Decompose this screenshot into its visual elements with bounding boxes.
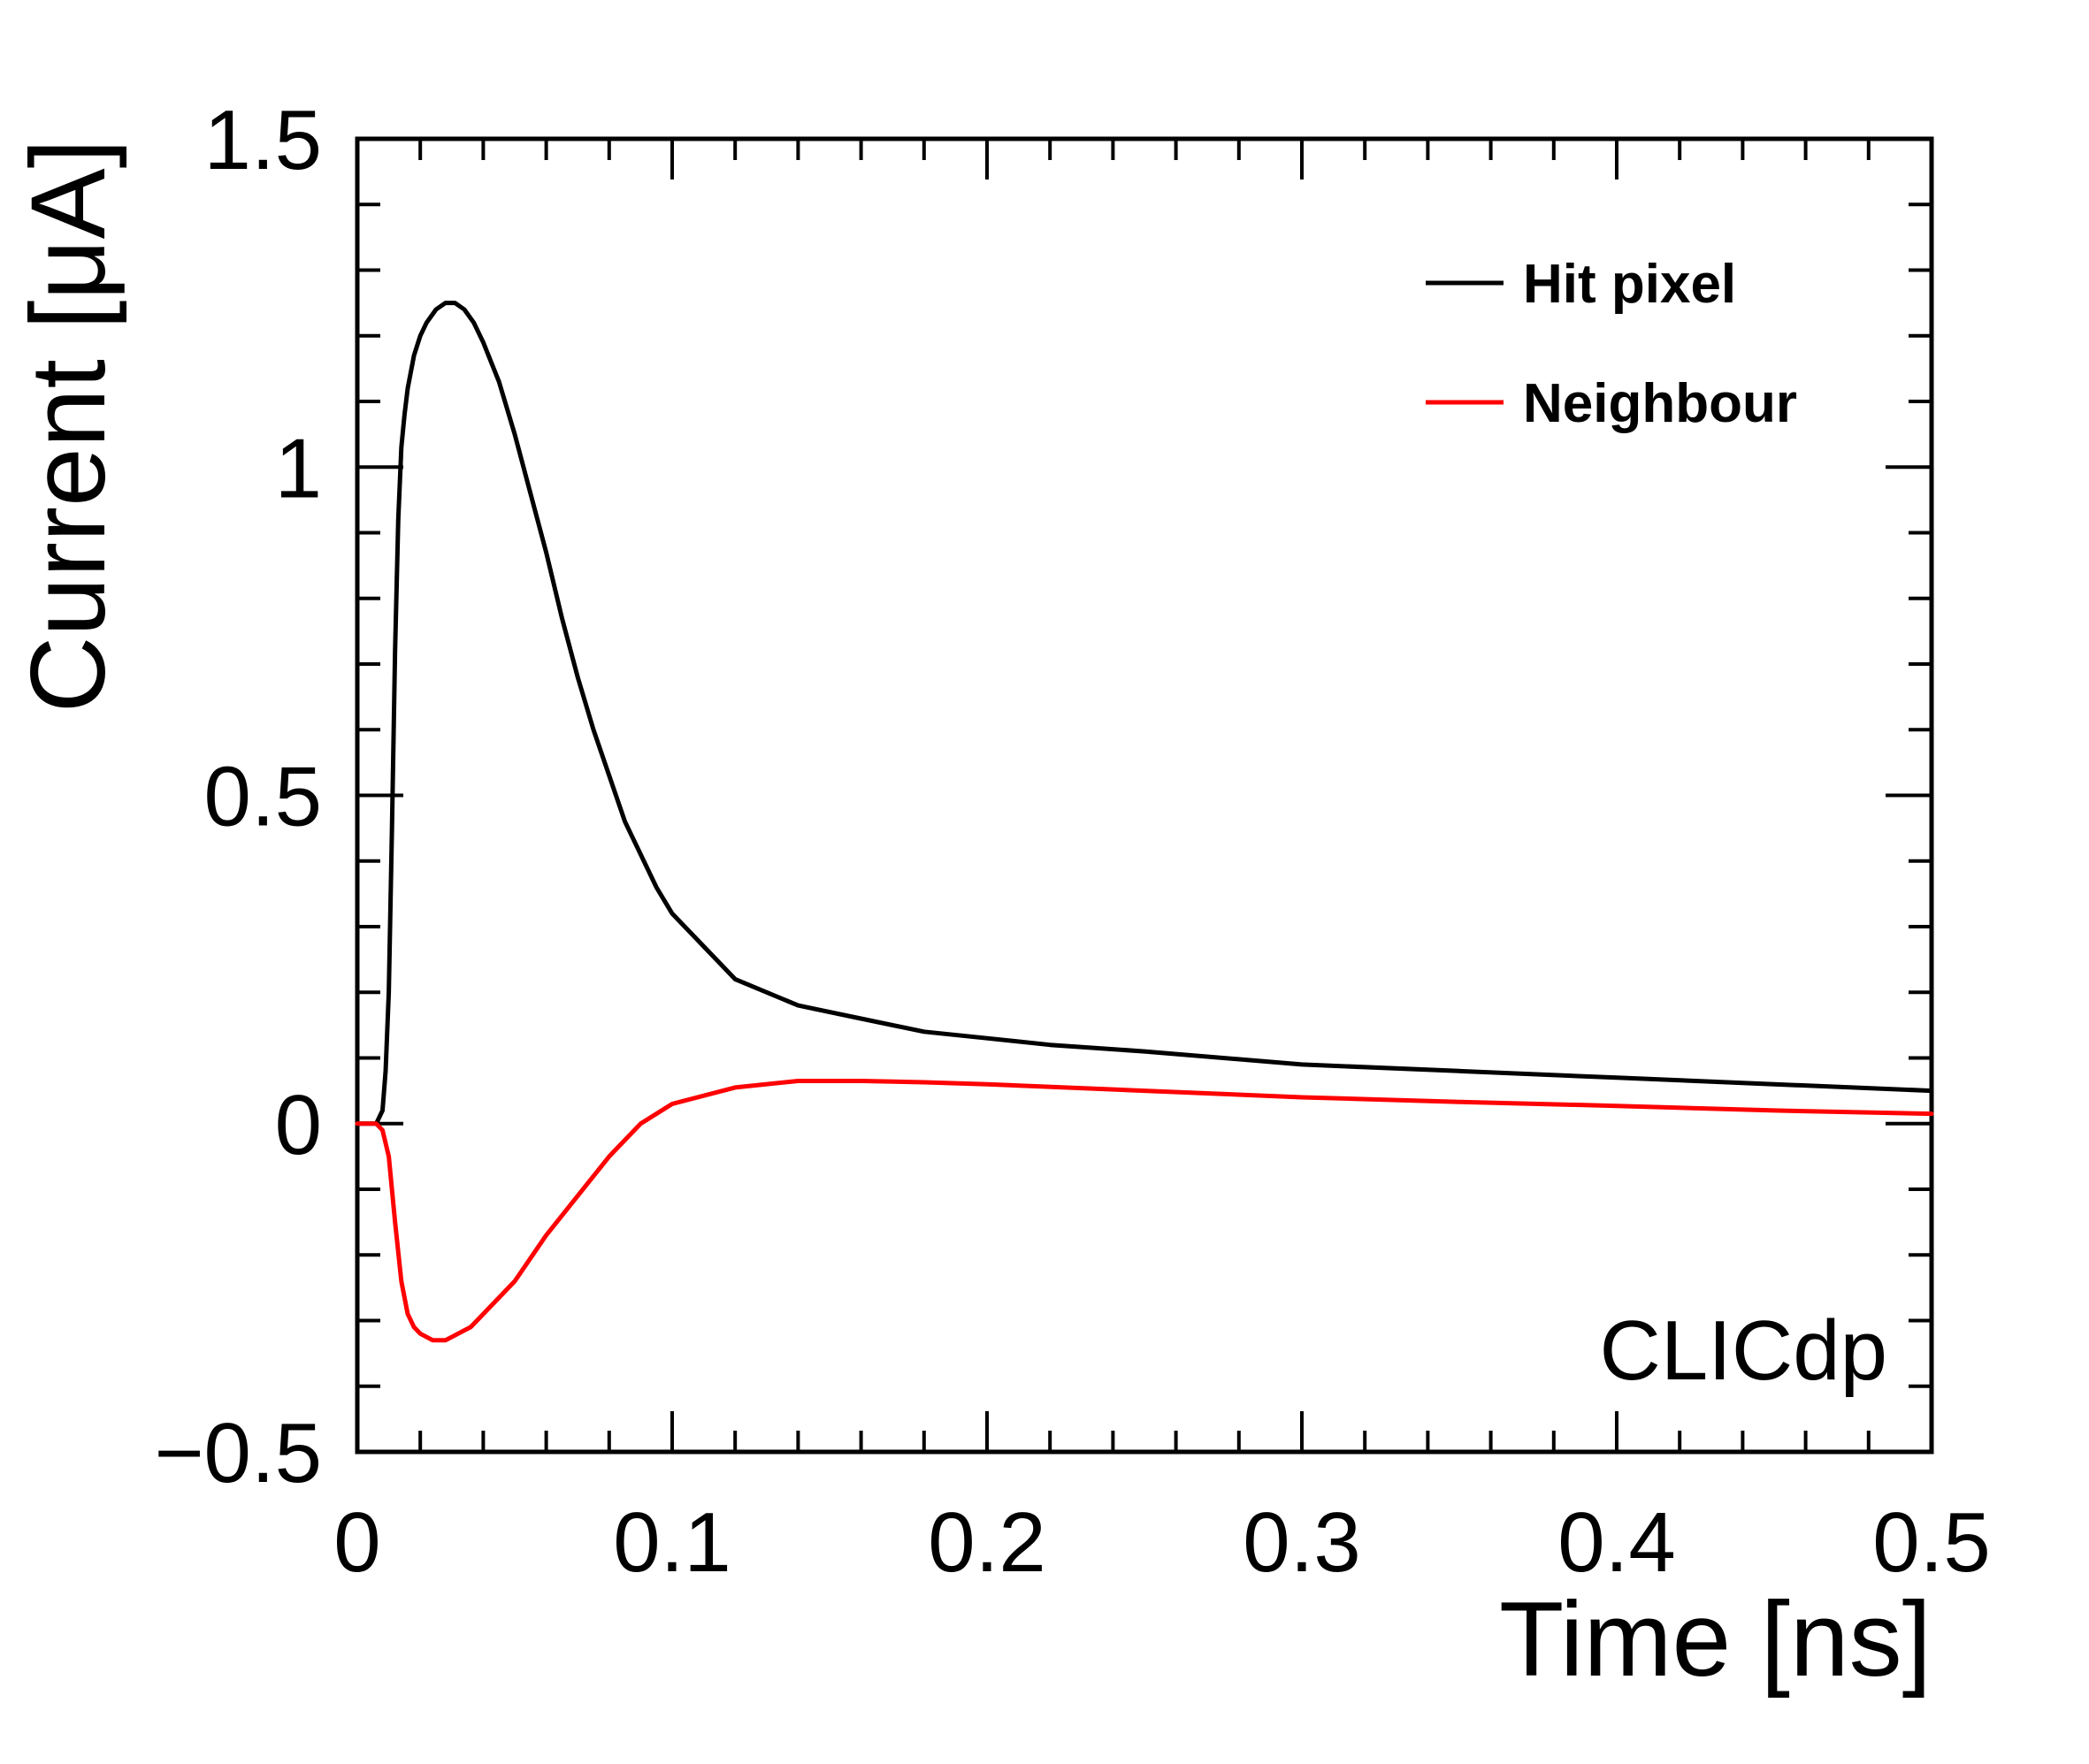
y-tick-label: 0: [275, 1078, 322, 1172]
plot-frame: [355, 136, 1934, 1455]
legend-label-hit-pixel: Hit pixel: [1523, 254, 1736, 315]
y-tick-labels: −0.5 0 0.5 1 1.5: [154, 93, 322, 1501]
clicdp-watermark: CLICdp: [1600, 1303, 1888, 1398]
x-tick-label: 0.2: [928, 1495, 1045, 1590]
x-tick-label: 0.1: [613, 1495, 731, 1590]
y-tick-label: 1.5: [204, 93, 322, 187]
x-axis-title: Time [ns]: [1499, 1580, 1932, 1699]
x-tick-label: 0.5: [1872, 1495, 1990, 1590]
series-line-hit-pixel: [355, 301, 1934, 1126]
x-tick-label: 0: [333, 1495, 380, 1590]
legend-label-neighbour: Neighbour: [1523, 373, 1797, 434]
y-tick-label: −0.5: [154, 1406, 322, 1501]
y-tick-label: 1: [275, 421, 322, 515]
series-layer: [355, 301, 1934, 1343]
y-axis-title: Current [μA]: [9, 139, 127, 713]
series-line-neighbour: [355, 1079, 1934, 1343]
y-tick-label: 0.5: [204, 750, 322, 844]
legend: Hit pixel Neighbour: [1426, 254, 1797, 434]
x-tick-labels: 0 0.1 0.2 0.3 0.4 0.5: [333, 1495, 1990, 1590]
x-tick-label: 0.3: [1243, 1495, 1360, 1590]
x-tick-label: 0.4: [1557, 1495, 1675, 1590]
axis-ticks: [356, 137, 1933, 1454]
